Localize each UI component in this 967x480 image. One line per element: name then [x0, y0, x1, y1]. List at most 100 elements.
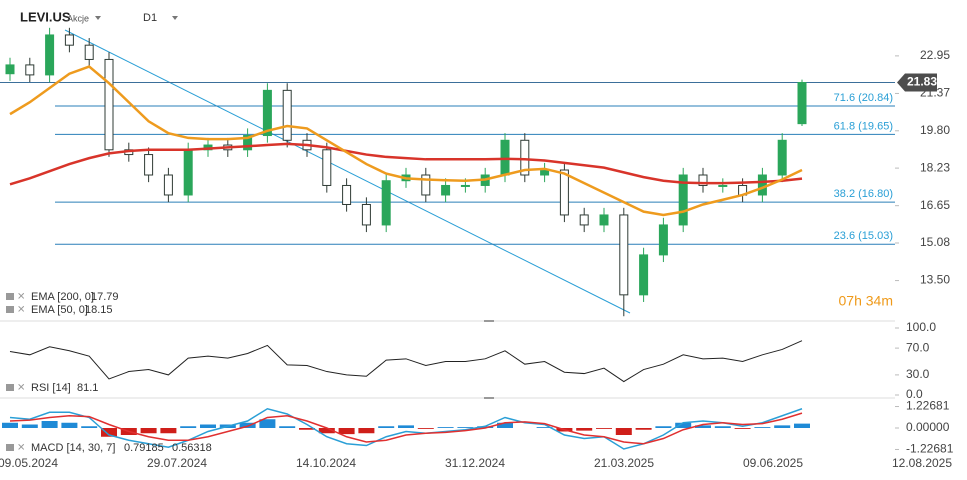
- candle-body: [342, 184, 352, 205]
- candle-body: [718, 184, 728, 187]
- macd-histogram-bar: [81, 426, 98, 428]
- candle-body: [183, 149, 193, 196]
- rsi-line: [9, 340, 803, 383]
- candle-body: [579, 214, 589, 226]
- candle-body: [639, 254, 649, 296]
- y-tick-label: 0.00000: [906, 420, 950, 434]
- legend-icon: [6, 293, 14, 300]
- instrument-kind: Akcje: [67, 13, 89, 23]
- legend-icon-close: ✕: [17, 305, 25, 316]
- macd-histogram-bar: [437, 427, 454, 428]
- interval[interactable]: D1: [143, 12, 157, 24]
- macd-histogram-bar: [754, 427, 771, 428]
- x-tick-label: 29.07.2024: [147, 456, 207, 470]
- legend-value: 0.56318: [172, 442, 212, 454]
- macd-histogram-bar: [398, 425, 414, 428]
- macd-histogram-bar: [378, 426, 395, 428]
- macd-histogram-bar: [655, 426, 672, 428]
- macd-histogram-bar: [61, 422, 78, 428]
- candle-body: [262, 89, 272, 137]
- x-tick-label: 12.08.2025: [892, 456, 952, 470]
- legend-name: MACD [14, 30, 7]: [31, 442, 115, 454]
- fib-label: 61.8 (19.65): [834, 120, 893, 132]
- fib-label: 71.6 (20.84): [834, 92, 893, 104]
- legend-name: EMA [50, 0]: [31, 304, 88, 316]
- macd-histogram-bar: [457, 427, 474, 428]
- macd-histogram-bar: [635, 428, 652, 430]
- legend-value: 18.15: [85, 304, 113, 316]
- y-tick-label: 13.50: [920, 273, 950, 287]
- macd-histogram-bar: [279, 426, 296, 428]
- fib-label: 23.6 (15.03): [834, 230, 893, 242]
- candle-body: [243, 135, 253, 151]
- panel-handle[interactable]: [484, 397, 494, 399]
- legend-name: EMA [200, 0]: [31, 291, 94, 303]
- macd-histogram-bar: [675, 422, 692, 428]
- macd-histogram-bar: [477, 426, 494, 428]
- macd-histogram-bar: [596, 428, 612, 429]
- macd-line: [9, 407, 803, 450]
- candle-body: [64, 34, 74, 46]
- legend-icon: [6, 444, 14, 451]
- macd-histogram-bar: [101, 428, 117, 437]
- x-tick-label: 14.10.2024: [296, 456, 356, 470]
- candle-body: [559, 169, 569, 216]
- macd-histogram-bar: [180, 426, 197, 428]
- legend-value: 17.79: [91, 291, 119, 303]
- ema-line: [9, 142, 803, 186]
- candle-body: [619, 214, 629, 296]
- dropdown-arrow[interactable]: [95, 16, 101, 20]
- y-tick-label: 0.0: [906, 387, 923, 401]
- macd-histogram-bar: [695, 425, 711, 428]
- panel-handle[interactable]: [484, 320, 494, 322]
- macd-histogram-bar: [140, 428, 157, 434]
- dropdown-arrow[interactable]: [172, 16, 178, 20]
- candle-body: [421, 174, 431, 196]
- candle-body: [678, 174, 688, 226]
- y-tick-label: 18.23: [920, 160, 950, 174]
- x-tick-label: 09.05.2024: [0, 456, 58, 470]
- symbol[interactable]: LEVI.US: [20, 9, 71, 24]
- macd-histogram-bar: [774, 425, 791, 428]
- trend-line: [64, 29, 631, 314]
- legend-icon-close: ✕: [17, 383, 25, 394]
- candle-body: [45, 34, 55, 76]
- candle-body: [5, 64, 15, 75]
- ema-line: [9, 65, 803, 217]
- macd-histogram-bar: [160, 428, 177, 434]
- macd-histogram-bar: [615, 428, 632, 435]
- candle-body: [84, 44, 94, 60]
- candle-body: [441, 184, 451, 196]
- candle-body: [777, 139, 787, 176]
- y-tick-label: 1.22681: [906, 399, 950, 413]
- price-badge: [897, 73, 937, 92]
- macd-histogram-bar: [200, 424, 216, 428]
- legend-icon-close: ✕: [17, 443, 25, 454]
- macd-histogram-bar: [2, 422, 18, 428]
- macd-histogram-bar: [576, 428, 593, 431]
- candle-body: [599, 214, 609, 226]
- candle-body: [520, 139, 530, 176]
- macd-histogram-bar: [497, 422, 513, 428]
- legend-icon-close: ✕: [17, 292, 25, 303]
- legend-value: 0.79185: [124, 442, 164, 454]
- macd-histogram-bar: [536, 427, 553, 428]
- countdown: 07h 34m: [839, 293, 893, 309]
- candle-body: [460, 184, 470, 187]
- y-tick-label: 30.0: [906, 367, 930, 381]
- macd-histogram-bar: [239, 422, 256, 428]
- macd-histogram-bar: [358, 428, 375, 434]
- candle-body: [322, 149, 332, 186]
- macd-histogram-bar: [259, 419, 276, 428]
- macd-histogram-bar: [21, 424, 38, 428]
- macd-histogram-bar: [794, 423, 810, 428]
- y-tick-label: 19.80: [920, 123, 950, 137]
- legend-icon: [6, 384, 14, 391]
- candle-body: [25, 64, 35, 76]
- macd-histogram-bar: [714, 426, 731, 428]
- candle-body: [282, 89, 292, 141]
- y-tick-label: 16.65: [920, 198, 950, 212]
- x-tick-label: 09.06.2025: [743, 456, 803, 470]
